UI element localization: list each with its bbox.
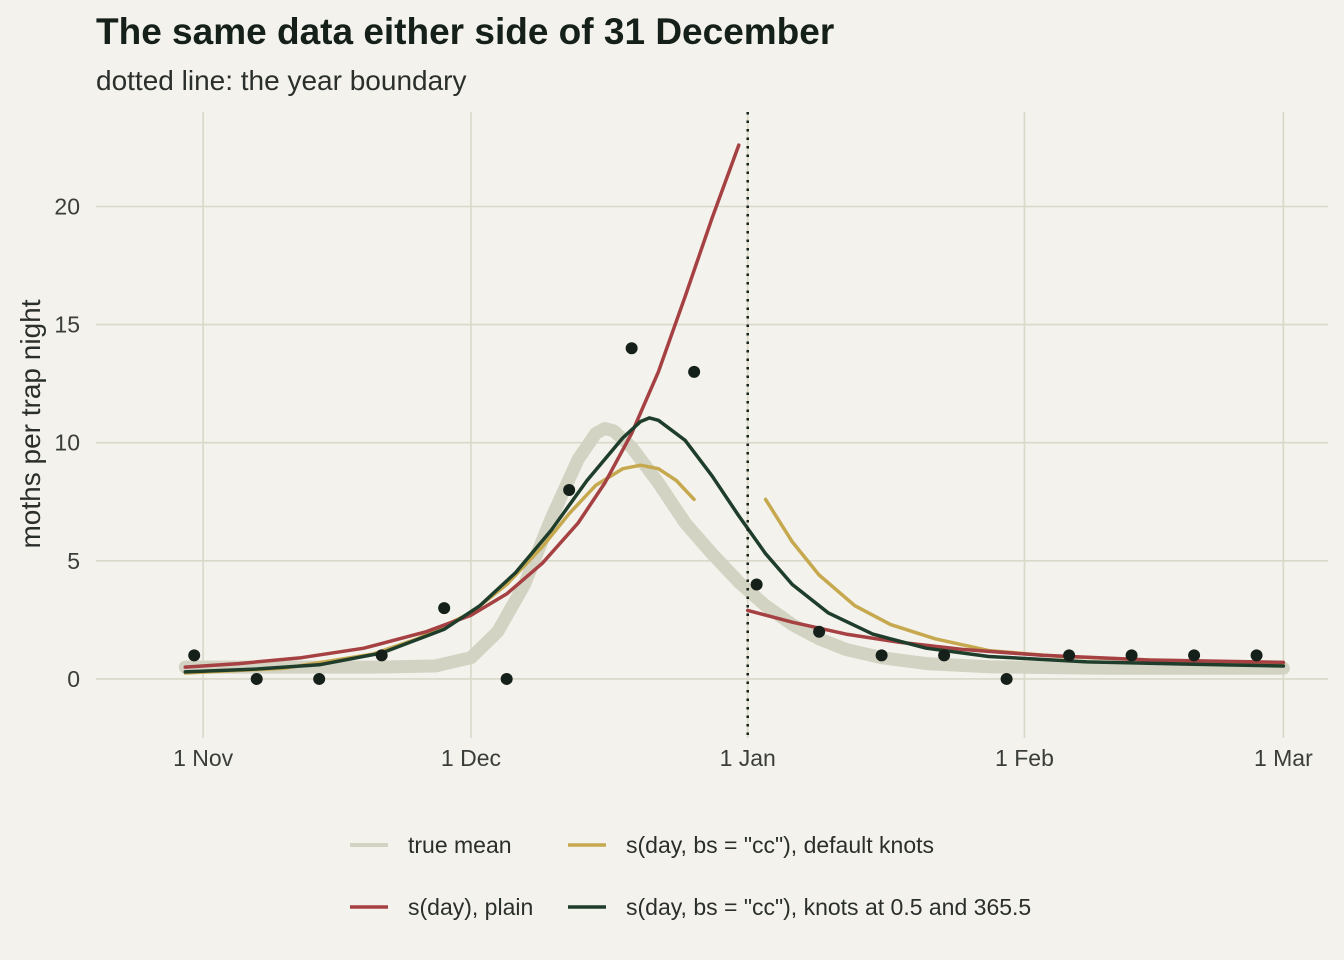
data-point-13: [1000, 672, 1013, 685]
y-tick-label-3: 15: [54, 312, 80, 338]
legend: true mean s(day, bs = "cc"), default knot…: [350, 832, 1031, 920]
data-point-14: [1063, 649, 1076, 662]
chart-title: The same data either side of 31 December: [96, 11, 834, 52]
legend-label-0: true mean: [408, 832, 512, 858]
data-point-3: [375, 649, 388, 662]
data-point-4: [438, 602, 451, 615]
legend-label-1: s(day, bs = "cc"), default knots: [626, 832, 934, 858]
data-point-15: [1125, 649, 1138, 662]
x-tick-label-2: 1 Jan: [720, 745, 776, 771]
y-axis-title: moths per trap night: [15, 299, 46, 548]
legend-label-3: s(day, bs = "cc"), knots at 0.5 and 365.…: [626, 894, 1031, 920]
data-point-9: [750, 578, 763, 591]
data-point-12: [938, 649, 951, 662]
data-point-11: [875, 649, 888, 662]
x-tick-label-0: 1 Nov: [173, 745, 234, 771]
y-tick-label-4: 20: [54, 193, 80, 219]
series-lines: [178, 143, 1290, 675]
series-line-0-segment-0: [178, 422, 1290, 675]
x-tick-label-1: 1 Dec: [441, 745, 501, 771]
y-tick-label-2: 10: [54, 430, 80, 456]
legend-label-2: s(day), plain: [408, 894, 533, 920]
data-point-1: [250, 672, 263, 685]
data-point-7: [625, 342, 638, 355]
grid: [96, 112, 1328, 738]
data-point-2: [313, 672, 326, 685]
series-line-2-segment-0: [183, 143, 741, 669]
data-point-17: [1250, 649, 1263, 662]
y-axis-ticks: 0 5 10 15 20: [54, 193, 80, 691]
series-line-1-segment-0: [183, 463, 696, 675]
data-point-10: [813, 625, 826, 638]
chart-subtitle: dotted line: the year boundary: [96, 65, 466, 96]
data-point-0: [188, 649, 201, 662]
data-point-5: [500, 672, 513, 685]
data-point-6: [563, 483, 576, 496]
observations: [188, 342, 1263, 685]
data-point-8: [688, 365, 701, 378]
y-tick-label-1: 5: [67, 548, 80, 574]
data-point-16: [1188, 649, 1201, 662]
x-tick-label-3: 1 Feb: [995, 745, 1054, 771]
y-tick-label-0: 0: [67, 666, 80, 692]
series-line-3-segment-0: [183, 416, 1286, 674]
x-axis-ticks: 1 Nov 1 Dec 1 Jan 1 Feb 1 Mar: [173, 745, 1313, 771]
x-tick-label-4: 1 Mar: [1254, 745, 1313, 771]
